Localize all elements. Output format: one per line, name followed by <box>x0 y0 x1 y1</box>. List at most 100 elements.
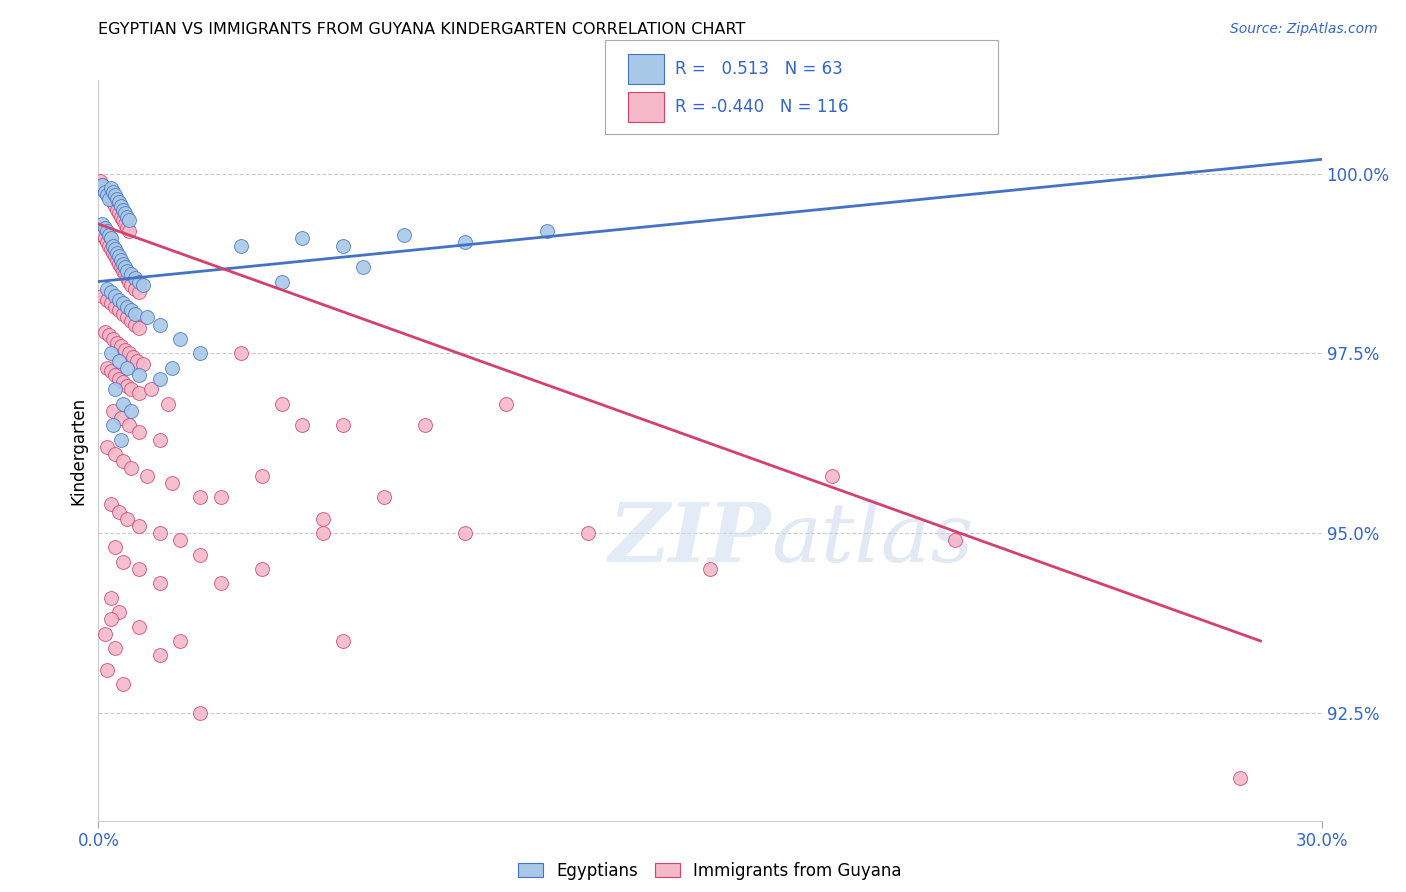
Point <box>169 634 191 648</box>
Point <box>108 249 131 263</box>
Point <box>104 300 127 314</box>
Point <box>111 256 134 270</box>
Point <box>93 185 115 199</box>
Point <box>104 249 127 263</box>
Point <box>332 238 354 252</box>
Point <box>104 242 127 256</box>
Point <box>231 238 253 252</box>
Point <box>128 425 150 440</box>
Point <box>104 289 127 303</box>
Point <box>209 576 232 591</box>
Point <box>120 278 142 293</box>
Point <box>110 260 132 275</box>
Point <box>231 346 253 360</box>
Point <box>111 296 134 310</box>
Point <box>118 275 141 289</box>
Point <box>250 562 273 576</box>
Point <box>136 310 159 325</box>
Point <box>96 282 118 296</box>
Point <box>108 605 131 619</box>
Point <box>149 371 172 385</box>
Point <box>188 706 212 720</box>
Point <box>312 512 335 526</box>
Text: ZIP: ZIP <box>609 500 772 579</box>
Point <box>108 206 131 220</box>
Point <box>312 526 335 541</box>
Point <box>392 227 416 242</box>
Point <box>111 454 134 468</box>
Point <box>96 360 118 375</box>
Point <box>352 260 374 275</box>
Point <box>97 192 120 206</box>
Point <box>115 512 138 526</box>
Point <box>373 490 395 504</box>
Point <box>100 591 122 605</box>
Point <box>149 433 172 447</box>
Point <box>89 174 111 188</box>
Text: atlas: atlas <box>772 500 973 579</box>
Point <box>115 310 138 325</box>
Point <box>111 202 134 217</box>
Point <box>118 346 141 360</box>
Point <box>1229 771 1251 785</box>
Point <box>120 303 142 318</box>
Point <box>118 224 141 238</box>
Point <box>101 245 124 260</box>
Point <box>111 677 134 691</box>
Point <box>100 497 122 511</box>
Point <box>188 346 212 360</box>
Point <box>454 526 477 541</box>
Point <box>97 238 120 252</box>
Point <box>104 383 127 397</box>
Point <box>114 217 136 231</box>
Point <box>124 318 146 332</box>
Point <box>101 404 124 418</box>
Point <box>454 235 477 249</box>
Point <box>104 199 127 213</box>
Point <box>111 375 134 389</box>
Point <box>105 252 128 267</box>
Point <box>160 360 183 375</box>
Point <box>413 418 436 433</box>
Point <box>111 397 134 411</box>
Point <box>128 275 150 289</box>
Point <box>110 433 132 447</box>
Point <box>108 293 131 307</box>
Point <box>160 475 183 490</box>
Point <box>114 260 136 275</box>
Point <box>156 397 179 411</box>
Point <box>104 447 127 461</box>
Point <box>110 339 132 353</box>
Point <box>209 490 232 504</box>
Point <box>122 350 145 364</box>
Point <box>118 418 141 433</box>
Point <box>120 404 142 418</box>
Point <box>111 264 134 278</box>
Point <box>943 533 966 548</box>
Point <box>291 418 314 433</box>
Point <box>141 383 163 397</box>
Point <box>104 368 127 382</box>
Point <box>110 199 132 213</box>
Point <box>93 231 115 245</box>
Point <box>108 303 131 318</box>
Point <box>96 235 118 249</box>
Y-axis label: Kindergarten: Kindergarten <box>69 396 87 505</box>
Point <box>93 220 115 235</box>
Text: EGYPTIAN VS IMMIGRANTS FROM GUYANA KINDERGARTEN CORRELATION CHART: EGYPTIAN VS IMMIGRANTS FROM GUYANA KINDE… <box>98 22 745 37</box>
Point <box>128 321 150 335</box>
Point <box>101 418 124 433</box>
Point <box>108 371 131 385</box>
Point <box>536 224 558 238</box>
Point <box>110 411 132 425</box>
Point <box>149 576 172 591</box>
Point <box>699 562 721 576</box>
Point <box>132 357 155 371</box>
Point <box>96 185 118 199</box>
Point <box>100 285 122 300</box>
Point <box>115 210 138 224</box>
Point <box>332 418 354 433</box>
Point <box>291 231 314 245</box>
Point <box>100 231 122 245</box>
Point <box>91 178 114 192</box>
